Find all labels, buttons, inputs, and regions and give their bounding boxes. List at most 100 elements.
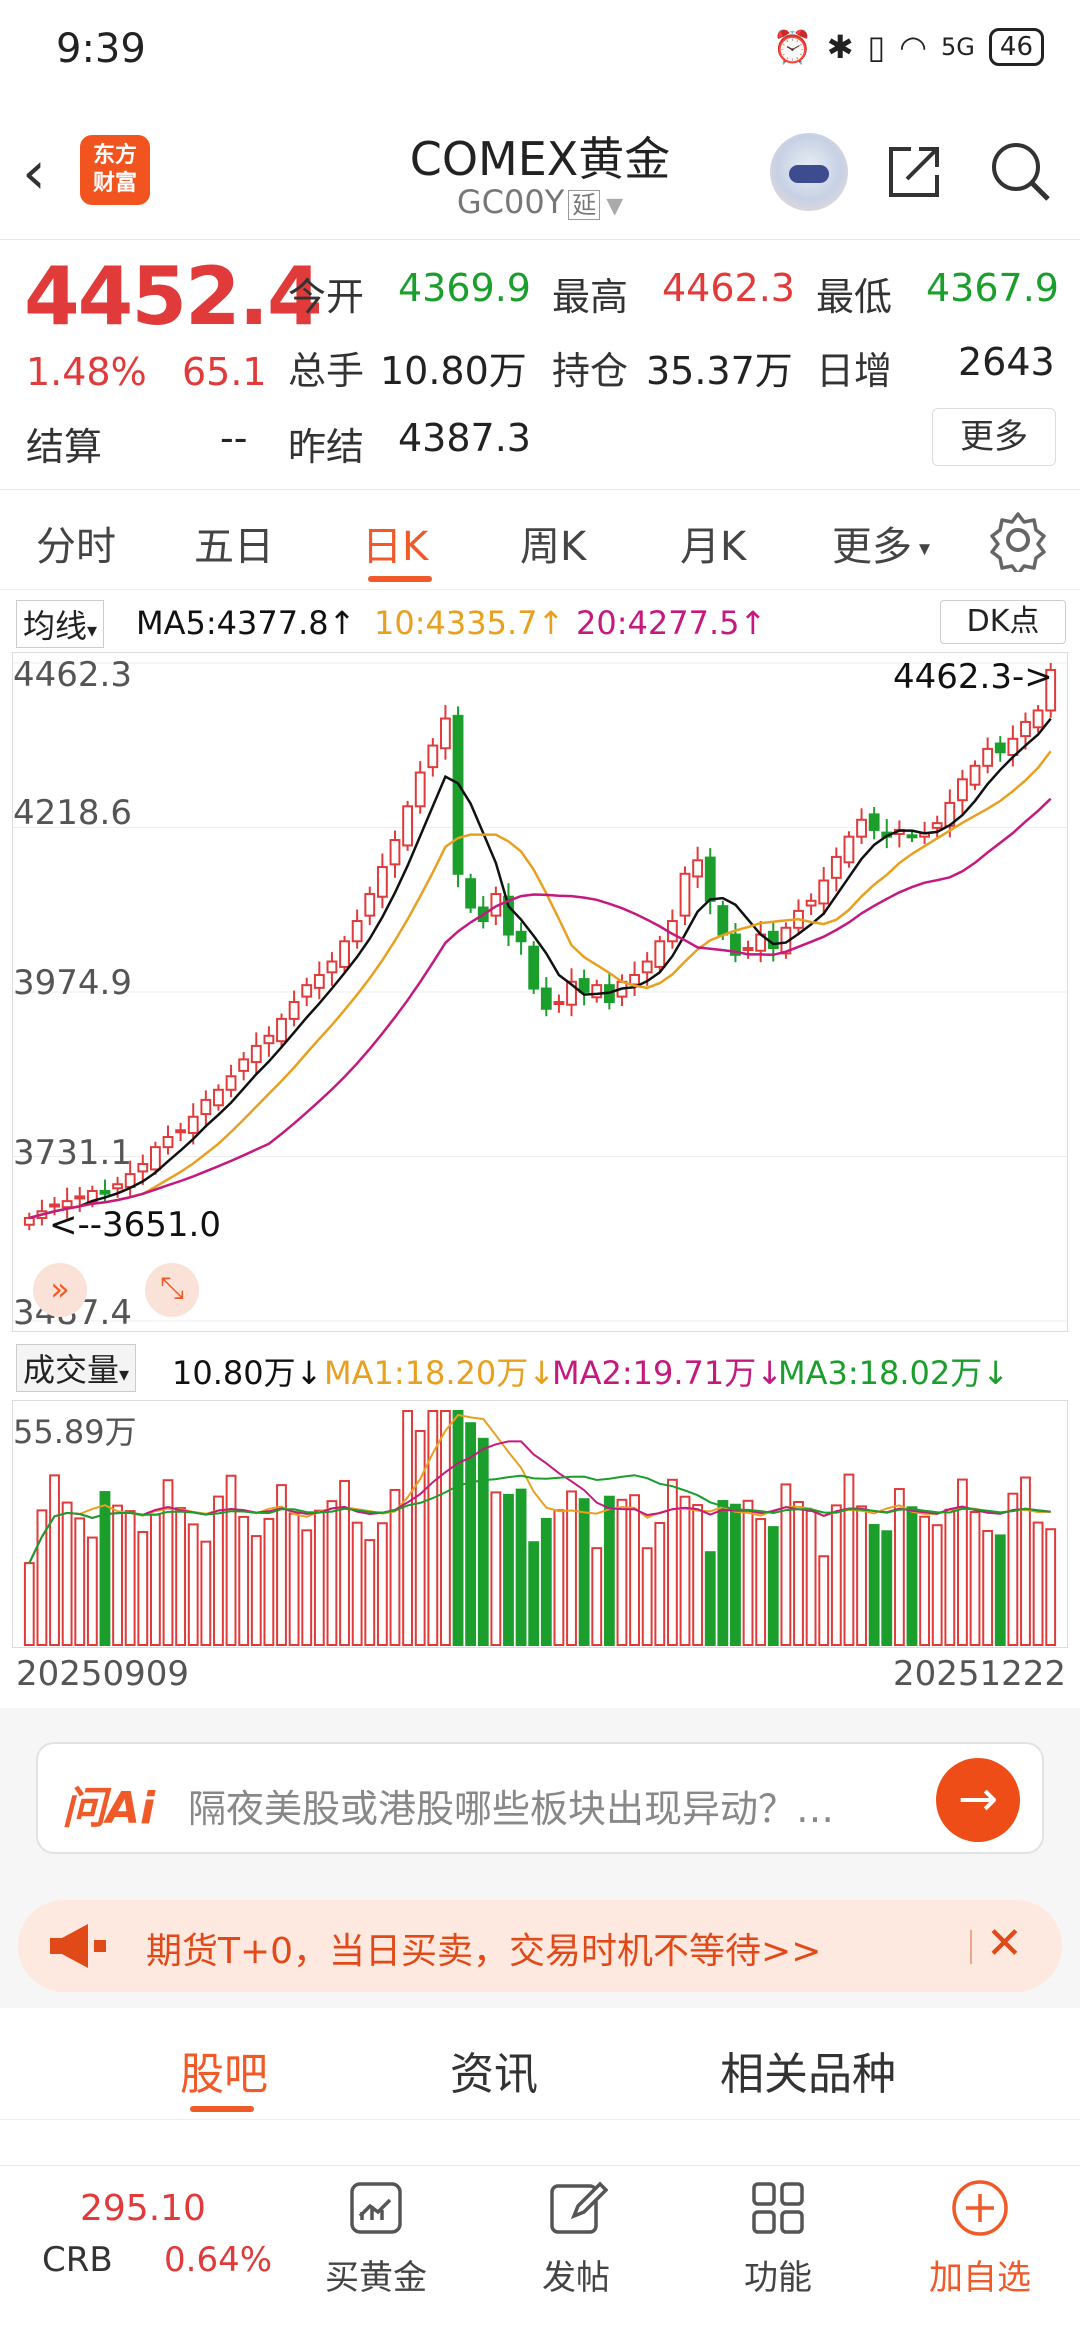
tab-monthly-k[interactable]: 月K xyxy=(680,524,747,570)
candle-body xyxy=(427,744,439,769)
volume-max-label: 55.89万 xyxy=(13,1413,137,1451)
volume-bar xyxy=(793,1501,804,1646)
vol-ma2: MA2:19.71万↓ xyxy=(552,1354,784,1392)
volume-bar xyxy=(566,1490,577,1647)
tab-intraday[interactable]: 分时 xyxy=(36,524,116,570)
volume-bar xyxy=(74,1517,86,1646)
volume-bar xyxy=(351,1521,363,1646)
ask-ai-logo: 问Ai xyxy=(62,1783,156,1834)
volume-bar xyxy=(36,1509,48,1646)
robot-assistant-icon[interactable] xyxy=(770,133,848,211)
quote-panel: 4452.4 1.48% 65.1 今开 4369.9 最高 4462.3 最低… xyxy=(0,240,1080,490)
dk-point-button[interactable]: DK点 xyxy=(940,600,1066,644)
volume-bar xyxy=(1020,1476,1031,1646)
close-icon[interactable]: ✕ xyxy=(986,1918,1023,1969)
volume-bar xyxy=(402,1410,414,1646)
volume-bar xyxy=(856,1505,867,1646)
nav-post[interactable]: 发帖 xyxy=(506,2176,646,2299)
tab-five-day[interactable]: 五日 xyxy=(194,524,274,570)
candle-body xyxy=(994,742,1006,754)
volume-bar xyxy=(666,1478,678,1646)
volume-bar xyxy=(440,1410,451,1646)
ma-mode-select[interactable]: 均线▾ xyxy=(16,600,105,648)
candle-body xyxy=(99,1190,111,1195)
volume-mode-select[interactable]: 成交量▾ xyxy=(16,1344,137,1392)
promo-divider xyxy=(970,1930,972,1964)
y-label-3: 3974.9 xyxy=(13,963,132,1003)
crb-value[interactable]: 295.10 xyxy=(80,2188,206,2229)
back-arrow-icon[interactable]: ‹ xyxy=(22,138,46,208)
low-value: 4367.9 xyxy=(926,266,1059,310)
candle-body xyxy=(225,1075,237,1091)
tab-more[interactable]: 更多 ▾ xyxy=(832,514,930,572)
volume-bar xyxy=(376,1522,388,1646)
open-value: 4369.9 xyxy=(398,266,531,310)
volume-bar xyxy=(326,1500,338,1646)
volume-label: 总手 xyxy=(288,349,365,393)
volume-bar xyxy=(23,1562,35,1647)
nav-add-watchlist[interactable]: 加自选 xyxy=(910,2176,1050,2299)
volume-bar xyxy=(591,1547,603,1646)
candle-body xyxy=(629,974,640,986)
ma5-line xyxy=(28,717,1052,1220)
search-icon[interactable] xyxy=(988,139,1052,203)
candle-body xyxy=(679,872,691,917)
ai-ask-bar[interactable]: 问Ai 隔夜美股或港股哪些板块出现异动？… → xyxy=(36,1742,1044,1854)
min-price-marker: <--3651.0 xyxy=(49,1205,221,1245)
candle-body xyxy=(263,1034,275,1045)
tab-daily-k[interactable]: 日K xyxy=(362,524,429,570)
logo-icon[interactable]: 东方财富 xyxy=(80,135,150,205)
volume-bar xyxy=(263,1517,275,1646)
tab-related[interactable]: 相关品种 xyxy=(720,2049,896,2100)
candle-body xyxy=(856,818,867,838)
oi-change-label: 日增 xyxy=(816,349,893,393)
kline-chart[interactable]: 4462.3 4218.6 3974.9 3731.1 3487.4 4462.… xyxy=(12,652,1068,1333)
expand-icon[interactable]: ⤡ xyxy=(145,1263,199,1317)
tab-weekly-k[interactable]: 周K xyxy=(520,524,587,570)
tab-forum[interactable]: 股吧 xyxy=(180,2049,268,2100)
nav-buy-gold[interactable]: 买黄金 xyxy=(306,2176,446,2299)
candle-body xyxy=(23,1217,35,1226)
ma10-value: 10:4335.7↑ xyxy=(374,604,565,642)
candle-body xyxy=(414,771,426,808)
candle-body xyxy=(187,1115,199,1134)
crb-label: CRB xyxy=(42,2240,113,2280)
share-icon[interactable] xyxy=(885,141,945,201)
tab-news[interactable]: 资讯 xyxy=(450,2049,538,2100)
candle-body xyxy=(1045,668,1057,712)
last-price: 4452.4 xyxy=(24,250,323,343)
volume-bar xyxy=(213,1495,224,1646)
candle-body xyxy=(830,855,842,879)
candle-body xyxy=(175,1129,187,1134)
contract-code[interactable]: GC00Y 延 ▼ xyxy=(340,183,740,221)
volume-chart[interactable]: 55.89万 xyxy=(12,1400,1068,1648)
double-arrow-icon[interactable]: » xyxy=(33,1263,87,1317)
volume-bar xyxy=(881,1530,893,1647)
low-label: 最低 xyxy=(816,275,893,319)
kline-svg xyxy=(13,662,1067,1322)
content-tabs: 股吧 资讯 相关品种 xyxy=(0,2010,1080,2120)
volume-bar xyxy=(137,1531,149,1646)
volume-bar xyxy=(515,1488,527,1647)
candle-body xyxy=(515,930,527,943)
alarm-icon: ⏰ xyxy=(772,28,813,66)
volume-bar xyxy=(528,1541,540,1647)
oi-change-value: 2643 xyxy=(958,340,1055,384)
candle-body xyxy=(402,805,414,847)
ask-input[interactable]: 隔夜美股或港股哪些板块出现异动？… xyxy=(188,1787,835,1831)
arrow-right-icon[interactable]: → xyxy=(936,1758,1020,1842)
nav-functions[interactable]: 功能 xyxy=(708,2176,848,2299)
volume-bar xyxy=(339,1479,350,1646)
vol-ma3: MA3:18.02万↓ xyxy=(778,1354,1010,1392)
more-button[interactable]: 更多 xyxy=(932,408,1056,466)
prev-settle-label: 昨结 xyxy=(288,425,365,469)
nav-label: 发帖 xyxy=(542,2258,610,2298)
candle-body xyxy=(137,1163,149,1173)
candle-body xyxy=(112,1183,123,1190)
volume-bar xyxy=(465,1422,477,1647)
promo-banner[interactable]: 期货T+0，当日买卖，交易时机不等待>> ✕ xyxy=(18,1900,1062,1992)
gear-icon[interactable] xyxy=(986,508,1050,572)
chevron-down-icon: ▼ xyxy=(606,194,624,219)
volume-bar xyxy=(86,1536,98,1646)
candle-body xyxy=(742,947,754,952)
